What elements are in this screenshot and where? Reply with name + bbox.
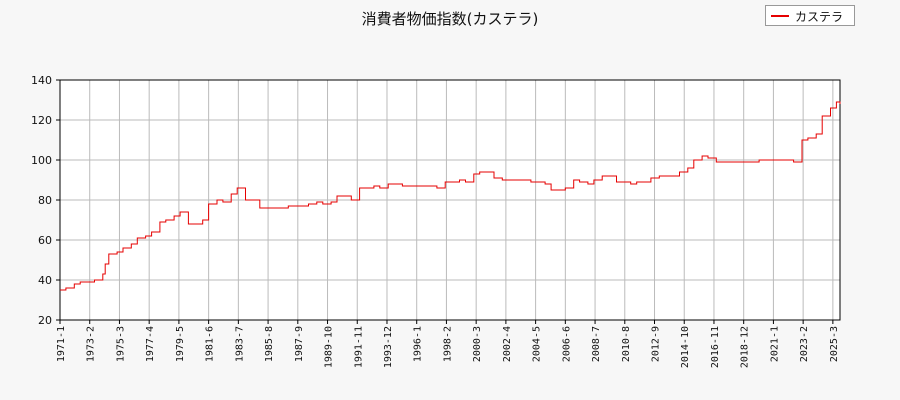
legend-label: カステラ (795, 10, 844, 24)
y-tick-label: 20 (38, 314, 52, 327)
x-tick-label: 2014-10 (680, 326, 691, 368)
x-tick-label: 1971-1 (56, 326, 67, 362)
plot-frame (59, 79, 841, 321)
x-tick-label: 2000-3 (472, 326, 483, 362)
chart-title: 消費者物価指数(カステラ) (361, 10, 539, 28)
x-tick-label: 1983-7 (234, 326, 245, 362)
x-tick-label: 2010-8 (621, 326, 632, 362)
x-tick-label: 2021-1 (769, 326, 780, 362)
legend-swatch (771, 15, 789, 17)
x-tick-label: 1991-11 (353, 326, 364, 368)
x-tick-label: 2025-3 (829, 326, 840, 362)
x-tick-label: 1987-9 (294, 326, 305, 362)
y-tick-label: 100 (31, 154, 52, 167)
x-tick-label: 2012-9 (651, 326, 662, 362)
y-tick-label: 140 (31, 74, 52, 87)
x-tick-label: 2023-2 (799, 326, 810, 362)
x-tick-label: 1985-8 (264, 326, 275, 362)
x-tick-label: 2004-5 (532, 326, 543, 362)
x-tick-label: 2006-6 (561, 326, 572, 362)
x-tick-label: 2016-11 (710, 326, 721, 368)
series-line (60, 101, 841, 291)
x-tick-label: 1979-5 (175, 326, 186, 362)
x-tick-label: 1973-2 (86, 326, 97, 362)
y-tick-label: 60 (38, 234, 52, 247)
x-tick-label: 1996-1 (413, 326, 424, 362)
x-tick-label: 1989-10 (324, 326, 335, 368)
x-tick-label: 1981-6 (205, 326, 216, 362)
x-tick-label: 1998-2 (442, 326, 453, 362)
legend: カステラ (765, 5, 855, 26)
x-tick-label: 2018-12 (740, 326, 751, 368)
x-tick-label: 1977-4 (145, 326, 156, 362)
x-tick-label: 2002-4 (502, 326, 513, 362)
x-tick-label: 1993-12 (383, 326, 394, 368)
x-tick-label: 1975-3 (115, 326, 126, 362)
y-tick-label: 80 (38, 194, 52, 207)
x-tick-label: 2008-7 (591, 326, 602, 362)
y-tick-label: 40 (38, 274, 52, 287)
y-tick-label: 120 (31, 114, 52, 127)
